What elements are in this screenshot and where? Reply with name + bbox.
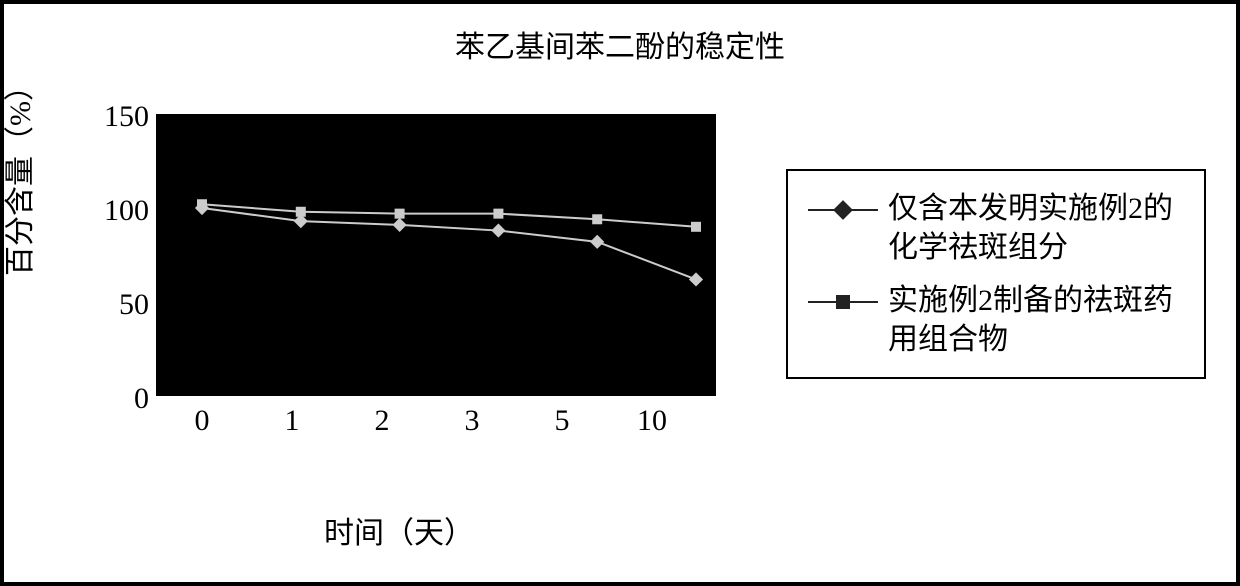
x-axis-label: 时间（天） <box>324 508 474 552</box>
legend-item-1: 仅含本发明实施例2的化学祛斑组分 <box>808 189 1184 267</box>
x-tick-5: 5 <box>542 404 582 438</box>
y-tick-150: 150 <box>89 100 149 134</box>
y-axis-label: 百分含量（%） <box>0 71 39 276</box>
y-tick-0: 0 <box>89 382 149 416</box>
x-tick-3: 3 <box>452 404 492 438</box>
y-tick-100: 100 <box>89 194 149 228</box>
legend-item-2: 实施例2制备的祛斑药用组合物 <box>808 281 1184 359</box>
plot-area <box>156 114 716 396</box>
legend-label-1: 仅含本发明实施例2的化学祛斑组分 <box>888 189 1184 267</box>
x-tick-10: 10 <box>632 404 672 438</box>
x-tick-2: 2 <box>362 404 402 438</box>
x-tick-1: 1 <box>272 404 312 438</box>
legend-label-2: 实施例2制备的祛斑药用组合物 <box>888 281 1184 359</box>
figure-frame: 苯乙基间苯二酚的稳定性 百分含量（%） 150 100 50 0 0 1 2 3… <box>0 0 1240 586</box>
legend-marker-square <box>808 287 878 317</box>
chart-title: 苯乙基间苯二酚的稳定性 <box>4 22 1236 66</box>
legend-marker-diamond <box>808 195 878 225</box>
x-tick-0: 0 <box>182 404 222 438</box>
legend: 仅含本发明实施例2的化学祛斑组分 实施例2制备的祛斑药用组合物 <box>786 169 1206 379</box>
chart-svg <box>156 114 716 396</box>
y-tick-50: 50 <box>89 288 149 322</box>
